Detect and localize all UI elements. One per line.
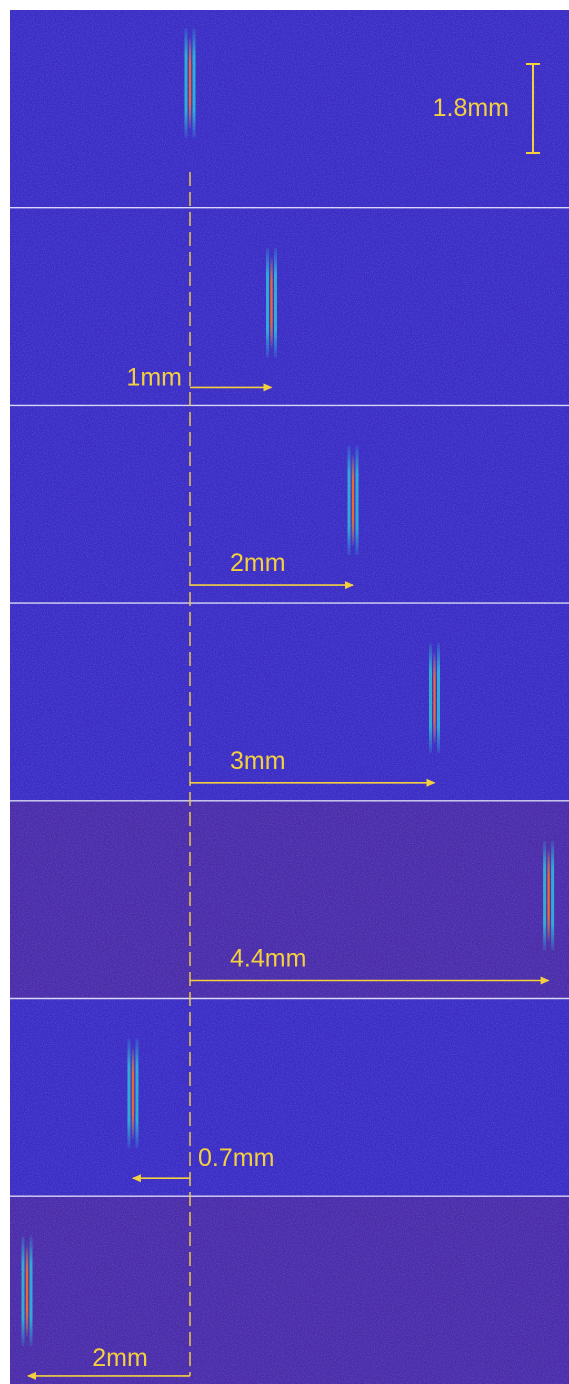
beam-core bbox=[131, 1046, 135, 1141]
beam-core bbox=[547, 848, 550, 943]
image-panel bbox=[10, 405, 569, 604]
beam-core bbox=[25, 1244, 29, 1339]
panel-speckle bbox=[10, 207, 569, 406]
image-panel bbox=[10, 1196, 569, 1384]
beam-outer-stripe bbox=[266, 247, 269, 358]
displacement-label: 4.4mm bbox=[230, 945, 306, 973]
panels-layer bbox=[10, 10, 569, 1384]
beam-outer-stripe bbox=[355, 445, 359, 556]
scale-bar-label: 1.8mm bbox=[433, 94, 509, 122]
image-panel bbox=[10, 603, 569, 801]
beam-core bbox=[270, 255, 273, 350]
beam-trace bbox=[21, 1236, 33, 1347]
beam-outer-stripe bbox=[21, 1236, 25, 1347]
displacement-label: 2mm bbox=[230, 549, 286, 577]
panel-speckle bbox=[10, 603, 569, 801]
beam-outer-stripe bbox=[347, 445, 351, 556]
beam-trace bbox=[429, 643, 440, 754]
beam-outer-stripe bbox=[543, 840, 547, 951]
beam-outer-stripe bbox=[29, 1236, 33, 1347]
separators-layer bbox=[10, 206, 569, 1197]
annotations-layer: 1mm 2mm 3mm 4.4mm 0.7mm 2mm bbox=[27, 363, 550, 1380]
image-panel bbox=[10, 800, 569, 999]
beam-trace bbox=[347, 445, 359, 556]
beam-core bbox=[351, 453, 355, 548]
image-panel bbox=[10, 10, 569, 208]
displacement-label: 3mm bbox=[230, 747, 286, 775]
beam-trace bbox=[266, 247, 277, 358]
beam-outer-stripe bbox=[192, 28, 196, 138]
beam-trace bbox=[184, 28, 196, 138]
beam-outer-stripe bbox=[429, 643, 432, 754]
image-panel bbox=[10, 998, 569, 1197]
panel-speckle bbox=[10, 1196, 569, 1384]
beam-outer-stripe bbox=[551, 840, 555, 951]
beam-core bbox=[433, 651, 436, 746]
beam-outer-stripe bbox=[437, 643, 440, 754]
displacement-label: 0.7mm bbox=[198, 1144, 274, 1172]
panel-speckle bbox=[10, 10, 569, 208]
panel-speckle bbox=[10, 800, 569, 999]
image-panel bbox=[10, 207, 569, 406]
scale-bar: 1.8mm bbox=[433, 63, 540, 154]
beam-outer-stripe bbox=[127, 1038, 131, 1149]
beam-core bbox=[188, 36, 192, 130]
displacement-label: 1mm bbox=[126, 363, 182, 391]
beam-outer-stripe bbox=[274, 247, 277, 358]
panel-speckle bbox=[10, 998, 569, 1197]
beam-outer-stripe bbox=[135, 1038, 139, 1149]
beam-trace bbox=[127, 1038, 139, 1149]
beam-outer-stripe bbox=[184, 28, 188, 138]
displacement-label: 2mm bbox=[92, 1344, 148, 1372]
panel-speckle bbox=[10, 405, 569, 604]
beam-trace bbox=[543, 840, 555, 951]
